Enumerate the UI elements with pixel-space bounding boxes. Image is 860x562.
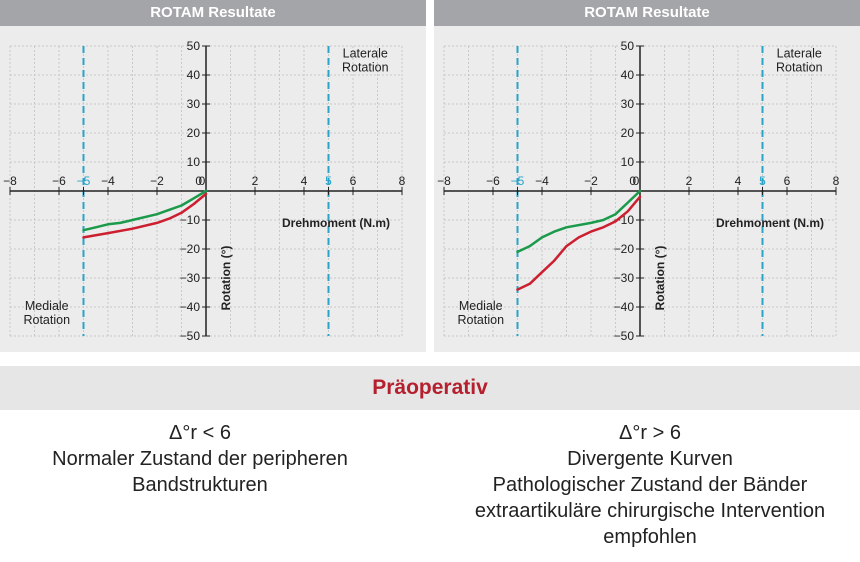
x-tick-label: −4 [535, 174, 549, 188]
x-tick-label: −5 [77, 174, 91, 188]
annotation-line: Laterale [777, 47, 822, 61]
result-note-left: Δ°r < 6 Normaler Zustand der peripheren … [0, 420, 400, 498]
rotam-chart-preoperative-divergent: −8 −6 −5 −4 −2 0 2 4 5 6 850403020100−10−20−30−40−… [437, 39, 840, 343]
y-tick-label: 40 [187, 68, 201, 82]
y-tick-label: 0 [195, 174, 202, 188]
rotation-annotation: Laterale Rotation [342, 47, 389, 75]
x-tick-label: 4 [735, 174, 742, 188]
x-tick-label: 0 [633, 174, 640, 188]
annotation-line: Mediale [25, 299, 69, 313]
note-line: empfohlen [603, 526, 697, 548]
note-line: Δ°r > 6 [619, 422, 681, 444]
x-tick-label: −4 [101, 174, 115, 188]
x-tick-label: −6 [52, 174, 66, 188]
y-tick-label: 10 [621, 155, 635, 169]
x-axis-label: Drehmoment (N.m) [282, 216, 390, 230]
y-tick-label: 10 [187, 155, 201, 169]
rotation-annotation: Mediale Rotation [23, 299, 70, 327]
annotation-line: Mediale [459, 299, 503, 313]
rotation-annotation: Mediale Rotation [457, 299, 504, 327]
x-tick-label: −2 [150, 174, 164, 188]
x-tick-label: 2 [252, 174, 259, 188]
y-tick-label: 50 [621, 39, 635, 53]
annotation-line: Rotation [342, 61, 389, 75]
y-tick-label: −10 [614, 213, 635, 227]
result-note-right: Δ°r > 6 Divergente Kurven Pathologischer… [440, 420, 860, 550]
y-tick-label: −40 [614, 300, 635, 314]
note-line: Bandstrukturen [132, 474, 268, 496]
x-tick-label: 5 [759, 174, 766, 188]
chart-title: ROTAM Resultate [434, 0, 860, 26]
x-tick-label: 5 [325, 174, 332, 188]
x-tick-label: 2 [686, 174, 693, 188]
annotation-line: Rotation [457, 313, 504, 327]
section-title: Präoperativ [0, 366, 860, 410]
x-tick-label: 0 [199, 174, 206, 188]
x-tick-label: 8 [833, 174, 840, 188]
note-line: extraartikuläre chirurgische Interventio… [474, 500, 826, 522]
rotam-chart-preoperative-normal: −8 −6 −5 −4 −2 0 2 4 5 6 850403020100−10−20−30−40−… [3, 39, 406, 343]
x-tick-label: −8 [3, 174, 17, 188]
y-tick-label: −30 [614, 271, 635, 285]
x-tick-label: 6 [350, 174, 357, 188]
chart-panel-right: ROTAM Resultate −8 −6 −5 −4 −2 0 2 4 5 6 8 50 40 30 20… [434, 0, 860, 352]
annotation-line: Laterale [343, 47, 388, 61]
note-line: Pathologischer Zustand der Bänder [492, 474, 808, 496]
series-line-red [82, 192, 208, 239]
x-tick-label: 8 [399, 174, 406, 188]
note-line: Normaler Zustand der peripheren [52, 448, 348, 470]
x-axis-label: Drehmoment (N.m) [716, 216, 824, 230]
x-tick-label: 6 [784, 174, 791, 188]
series-line-green [82, 189, 208, 232]
series-line-green [516, 189, 642, 254]
y-tick-label: 30 [621, 97, 635, 111]
note-line: Δ°r < 6 [169, 422, 231, 444]
x-tick-label: −2 [584, 174, 598, 188]
y-tick-label: −20 [180, 242, 201, 256]
y-tick-label: −10 [180, 213, 201, 227]
x-tick-label: −8 [437, 174, 451, 188]
chart-panel-left: ROTAM Resultate −8 −6 −5 −4 −2 0 2 4 5 6 8 50 40 30 20… [0, 0, 426, 352]
chart-title: ROTAM Resultate [0, 0, 426, 26]
y-tick-label: −30 [180, 271, 201, 285]
annotation-line: Rotation [776, 61, 823, 75]
y-tick-label: 0 [629, 174, 636, 188]
rotation-annotation: Laterale Rotation [776, 47, 823, 75]
y-tick-label: 50 [187, 39, 201, 53]
y-axis-label: Rotation (°) [219, 246, 233, 311]
annotation-line: Rotation [23, 313, 70, 327]
y-tick-label: −20 [614, 242, 635, 256]
x-tick-label: −5 [511, 174, 525, 188]
y-tick-label: 20 [621, 126, 635, 140]
y-tick-label: 30 [187, 97, 201, 111]
y-tick-label: −50 [180, 329, 201, 343]
note-line: Divergente Kurven [567, 448, 733, 470]
y-tick-label: −40 [180, 300, 201, 314]
y-tick-label: 20 [187, 126, 201, 140]
y-tick-label: 40 [621, 68, 635, 82]
series-line-red [516, 195, 642, 291]
y-axis-label: Rotation (°) [653, 246, 667, 311]
x-tick-label: 4 [301, 174, 308, 188]
y-tick-label: −50 [614, 329, 635, 343]
x-tick-label: −6 [486, 174, 500, 188]
